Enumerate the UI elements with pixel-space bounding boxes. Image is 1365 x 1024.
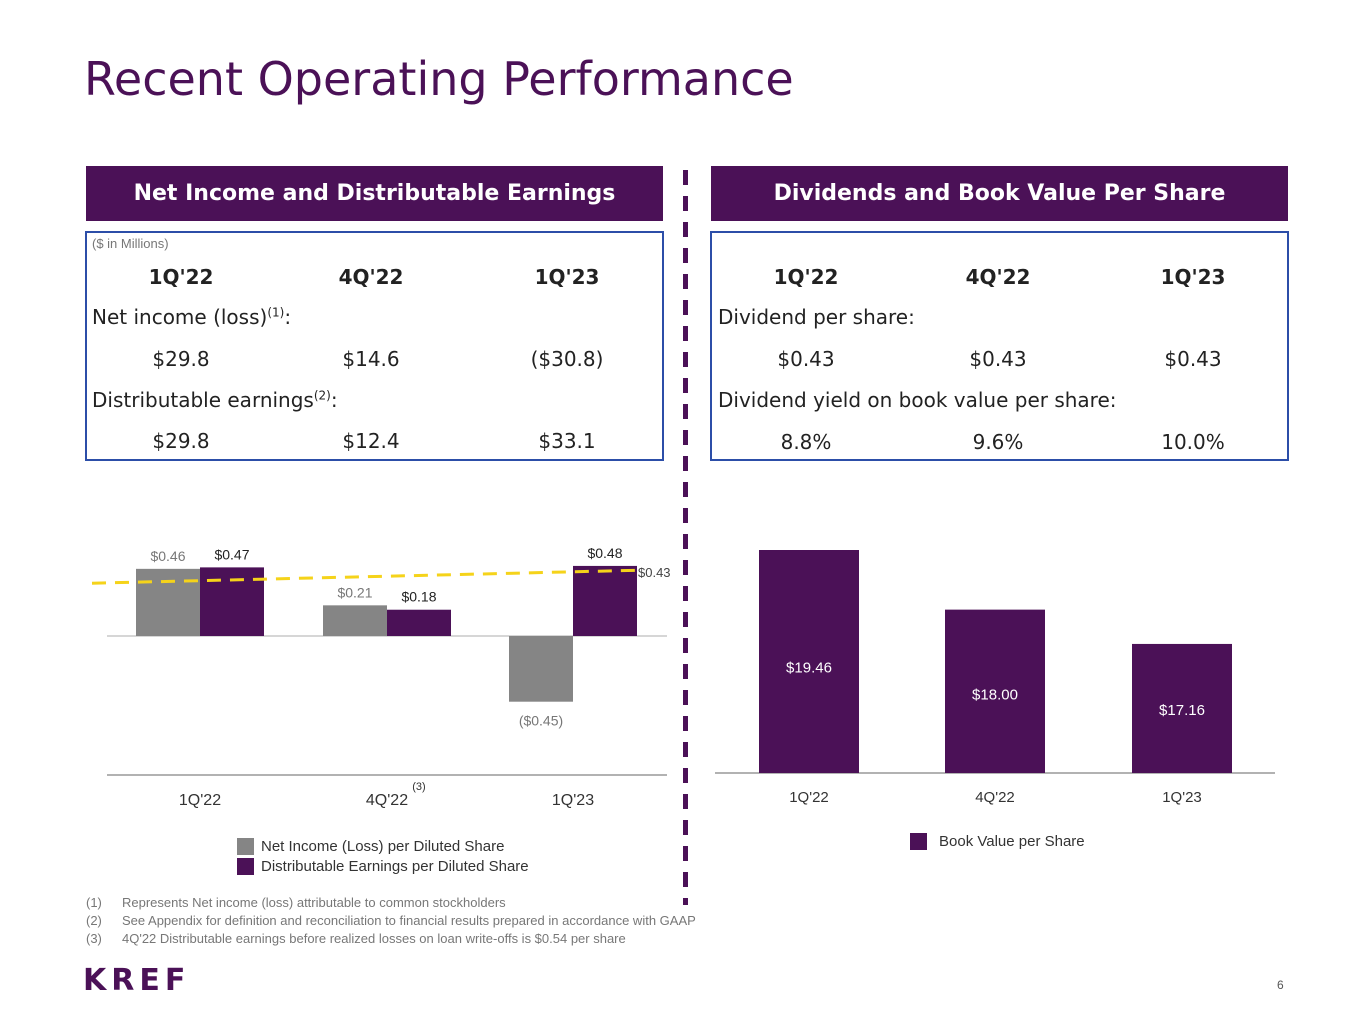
units-note: ($ in Millions) [92, 236, 169, 251]
cell-value: $0.43 [777, 347, 835, 371]
bar [323, 605, 387, 636]
legend-label: Net Income (Loss) per Diluted Share [261, 838, 505, 855]
data-label: $0.48 [587, 545, 622, 561]
footnote: (1) Represents Net income (loss) attribut… [86, 895, 506, 910]
right-panel-header: Dividends and Book Value Per Share [711, 166, 1288, 221]
data-label: $19.46 [786, 660, 832, 677]
bar [136, 568, 200, 636]
cell-value: 8.8% [780, 430, 832, 454]
bar [759, 550, 859, 773]
cell-value: $0.43 [1164, 347, 1222, 371]
data-label: $17.16 [1159, 702, 1205, 719]
col-header: 4Q'22 [338, 265, 404, 289]
cell-value: $33.1 [538, 429, 596, 453]
earnings-per-share-chart: $0.46 $0.21 ($0.45) $0.47 $0.18 $0.48 $0.43 1Q'… [91, 545, 671, 809]
data-label: $0.47 [214, 546, 249, 562]
x-tick-label: 1Q'22 [789, 789, 829, 806]
bar [1132, 643, 1232, 773]
bar [573, 565, 637, 636]
bar [387, 609, 451, 636]
bar [200, 567, 264, 636]
cell-value: $14.6 [342, 347, 400, 371]
legend-swatch [237, 858, 254, 875]
x-tick-label: 1Q'23 [1162, 789, 1202, 806]
right-panel-table: 1Q'22 4Q'22 1Q'23 Dividend per share: $0… [710, 231, 1289, 461]
row-label-dividend-yield: Dividend yield on book value per share: [718, 388, 1117, 412]
page-number: 6 [1277, 978, 1284, 992]
cell-value: ($30.8) [530, 347, 604, 371]
legend-swatch [910, 833, 927, 850]
data-label: ($0.45) [519, 713, 563, 729]
x-tick-label: 4Q'22 [975, 789, 1015, 806]
cell-value: $12.4 [342, 429, 400, 453]
legend-item-book-value: Book Value per Share [910, 833, 1085, 850]
bar [509, 636, 573, 702]
data-label: $0.18 [401, 589, 436, 605]
x-tick-label: 4Q'22 [366, 792, 408, 809]
x-tick-label: 1Q'22 [179, 792, 221, 809]
row-label-net-income: Net income (loss)(1): [92, 305, 292, 329]
col-header: 1Q'23 [534, 265, 600, 289]
col-header: 1Q'22 [773, 265, 839, 289]
col-header: 1Q'22 [148, 265, 214, 289]
panel-divider [683, 170, 688, 905]
data-label: $0.21 [337, 584, 372, 600]
cell-value: $0.43 [969, 347, 1027, 371]
col-header: 1Q'23 [1160, 265, 1226, 289]
cell-value: $29.8 [152, 429, 210, 453]
footnote: (3) 4Q'22 Distributable earnings before r… [86, 931, 626, 946]
legend-label: Distributable Earnings per Diluted Share [261, 858, 529, 875]
cell-value: 9.6% [972, 430, 1024, 454]
left-panel-header: Net Income and Distributable Earnings [86, 166, 663, 221]
cell-value: $29.8 [152, 347, 210, 371]
company-logo: KREF [83, 963, 191, 998]
data-label: $0.46 [150, 548, 185, 564]
data-label: $18.00 [972, 686, 1018, 703]
legend-item-distributable: Distributable Earnings per Diluted Share [237, 858, 529, 875]
x-tick-label: 1Q'23 [552, 792, 594, 809]
legend-item-net-income: Net Income (Loss) per Diluted Share [237, 838, 504, 855]
bar [945, 609, 1045, 773]
footnote: (2) See Appendix for definition and recon… [86, 913, 696, 928]
legend-label: Book Value per Share [939, 833, 1085, 850]
left-panel-table: ($ in Millions) 1Q'22 4Q'22 1Q'23 Net in… [85, 231, 664, 461]
reference-label: $0.43 [638, 565, 671, 580]
cell-value: 10.0% [1161, 430, 1225, 454]
col-header: 4Q'22 [965, 265, 1031, 289]
category-note: (3) [412, 781, 425, 793]
page-title: Recent Operating Performance [84, 52, 794, 106]
row-label-dividend: Dividend per share: [718, 305, 915, 329]
row-label-distributable-earnings: Distributable earnings(2): [92, 388, 338, 412]
book-value-chart: $19.46 $18.00 $17.16 1Q'22 4Q'22 1Q'23 [715, 550, 1275, 806]
legend-swatch [237, 838, 254, 855]
